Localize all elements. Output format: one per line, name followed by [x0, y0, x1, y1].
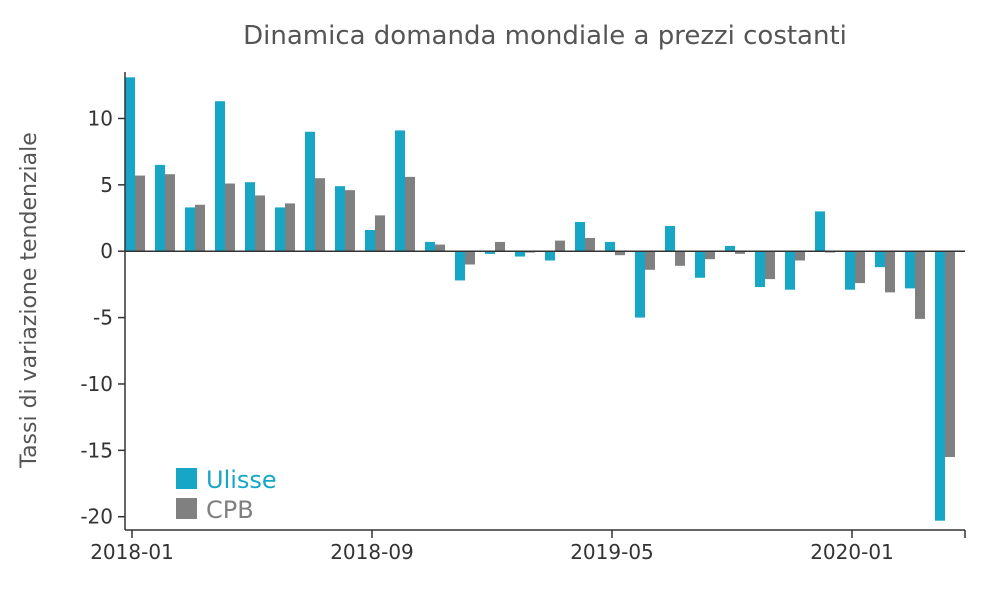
y-tick-label: 0 — [100, 239, 113, 263]
legend-swatch-ulisse — [176, 468, 197, 489]
bar-ulisse-2020-02 — [875, 251, 885, 268]
bar-ulisse-2018-10 — [395, 130, 405, 252]
bar-ulisse-2018-07 — [305, 131, 315, 252]
y-axis-label: Tassi di variazione tendenziale — [17, 132, 42, 468]
bar-ulisse-2020-03 — [905, 251, 915, 289]
bar-ulisse-2018-08 — [335, 186, 345, 252]
bar-ulisse-2018-05 — [245, 182, 255, 252]
bar-cpb-2019-11 — [795, 251, 805, 261]
bar-cpb-2018-12 — [465, 251, 475, 265]
bar-ulisse-2020-01 — [845, 251, 855, 290]
bar-ulisse-2019-07 — [665, 225, 675, 252]
bar-ulisse-2019-01 — [485, 251, 495, 254]
y-ticks: 10 5 0 -5 -10 -15 -20 — [80, 106, 125, 529]
bar-cpb-2020-04 — [945, 251, 955, 457]
y-tick-label: -5 — [93, 306, 113, 330]
legend-swatch-cpb — [176, 498, 197, 519]
bar-cpb-2018-03 — [195, 204, 205, 252]
x-tick-label: 2020-01 — [810, 540, 894, 564]
legend-label-cpb: CPB — [206, 496, 254, 524]
x-ticks: 2018-01 2018-09 2019-05 2020-01 — [90, 530, 966, 564]
bar-cpb-2020-02 — [885, 251, 895, 293]
bar-cpb-2019-10 — [765, 251, 775, 280]
bar-ulisse-2018-12 — [455, 251, 465, 281]
y-tick-label: -10 — [80, 372, 113, 396]
bar-cpb-2019-08 — [705, 251, 715, 260]
bar-ulisse-2018-02 — [155, 164, 165, 252]
bar-cpb-2019-05 — [615, 251, 625, 256]
y-tick-label: 10 — [88, 106, 113, 130]
bar-ulisse-2019-09 — [725, 245, 735, 252]
bar-cpb-2019-01 — [495, 241, 505, 252]
bar-cpb-2019-06 — [645, 251, 655, 270]
y-tick-label: 5 — [100, 173, 113, 197]
bar-ulisse-2018-09 — [365, 229, 375, 252]
bar-ulisse-2018-11 — [425, 241, 435, 252]
bar-ulisse-2019-03 — [545, 251, 555, 261]
y-tick-label: -20 — [80, 505, 113, 529]
bar-ulisse-2018-03 — [185, 207, 195, 252]
bar-ulisse-2018-06 — [275, 207, 285, 252]
bar-cpb-2019-04 — [585, 237, 595, 252]
bar-cpb-2018-10 — [405, 176, 415, 252]
bar-cpb-2018-08 — [345, 190, 355, 252]
bar-cpb-2019-09 — [735, 251, 745, 254]
x-tick-label: 2019-05 — [570, 540, 654, 564]
bar-ulisse-2019-08 — [695, 251, 705, 278]
bar-ulisse-2019-10 — [755, 251, 765, 288]
bar-cpb-2018-05 — [255, 195, 265, 252]
bar-cpb-2018-06 — [285, 203, 295, 252]
y-tick-label: -15 — [80, 438, 113, 462]
bar-cpb-2018-01 — [135, 175, 145, 252]
x-tick-label: 2018-09 — [330, 540, 414, 564]
x-tick-label: 2018-01 — [90, 540, 174, 564]
legend-label-ulisse: Ulisse — [206, 466, 277, 494]
bar-cpb-2018-09 — [375, 215, 385, 252]
bars-group — [125, 77, 955, 521]
bar-cpb-2020-01 — [855, 251, 865, 284]
bar-ulisse-2019-04 — [575, 222, 585, 252]
bar-cpb-2018-07 — [315, 178, 325, 252]
bar-cpb-2018-02 — [165, 174, 175, 252]
bar-cpb-2019-03 — [555, 240, 565, 252]
bar-cpb-2018-11 — [435, 244, 445, 252]
bar-cpb-2019-07 — [675, 251, 685, 266]
bar-cpb-2018-04 — [225, 183, 235, 252]
bar-ulisse-2019-12 — [815, 211, 825, 252]
bar-ulisse-2018-04 — [215, 101, 225, 252]
chart-title: Dinamica domanda mondiale a prezzi costa… — [243, 21, 847, 51]
bar-cpb-2020-03 — [915, 251, 925, 319]
bar-ulisse-2019-06 — [635, 251, 645, 318]
bar-ulisse-2018-01 — [125, 77, 135, 252]
bar-ulisse-2019-11 — [785, 251, 795, 290]
bar-ulisse-2019-02 — [515, 251, 525, 257]
bar-ulisse-2019-05 — [605, 241, 615, 252]
bar-ulisse-2020-04 — [935, 251, 945, 521]
